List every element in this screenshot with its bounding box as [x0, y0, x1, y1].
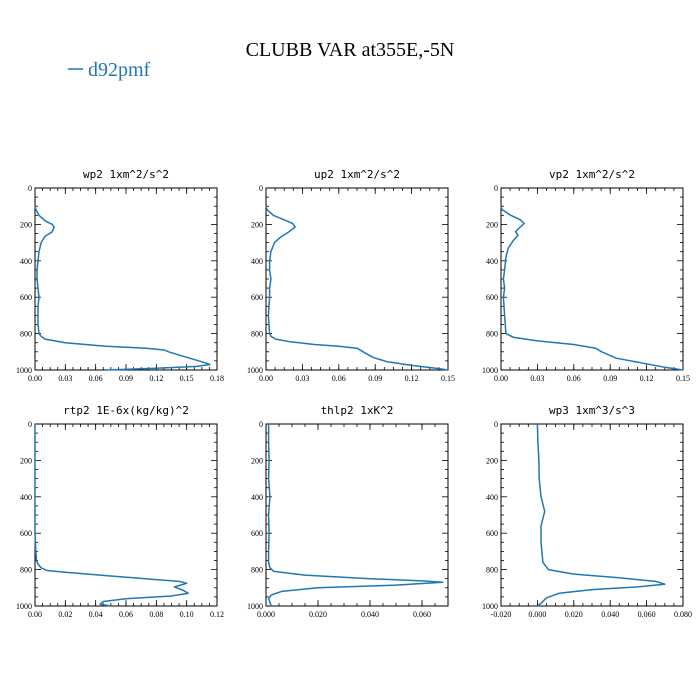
x-tick-label: 0.12	[405, 374, 419, 383]
y-tick-label: 0	[28, 420, 32, 429]
x-tick-label: 0.09	[119, 374, 133, 383]
series-line-d92pmf	[265, 205, 449, 371]
x-tick-label: 0.06	[332, 374, 346, 383]
y-tick-label: 800	[486, 330, 498, 339]
y-tick-label: 400	[20, 493, 32, 502]
y-tick-label: 1000	[16, 366, 32, 375]
plot-frame	[500, 423, 684, 607]
y-tick-label: 400	[20, 257, 32, 266]
x-tick-label: 0.060	[413, 610, 431, 619]
series-line-d92pmf	[34, 424, 189, 607]
y-tick-label: 800	[20, 330, 32, 339]
chart-panel-6: wp3 1xm^3/s^3 0 200 400 600 800 1000-0.020 0.00…	[482, 404, 692, 619]
x-tick-label: 0.09	[603, 374, 617, 383]
y-tick-label: 1000	[16, 602, 32, 611]
y-tick-label: 200	[486, 456, 498, 465]
x-tick-label: 0.02	[58, 610, 72, 619]
x-tick-label: -0.020	[491, 610, 512, 619]
y-tick-label: 0	[494, 184, 498, 193]
panel-title: wp2 1xm^2/s^2	[83, 168, 169, 181]
x-tick-label: 0.00	[28, 610, 42, 619]
panel-title: wp3 1xm^3/s^3	[549, 404, 635, 417]
x-tick-label: 0.06	[567, 374, 581, 383]
y-tick-label: 800	[251, 330, 263, 339]
y-tick-label: 200	[486, 220, 498, 229]
series-line-d92pmf	[267, 424, 444, 607]
y-tick-label: 0	[28, 184, 32, 193]
plot-frame	[500, 187, 684, 371]
y-tick-label: 200	[251, 456, 263, 465]
x-tick-label: 0.060	[638, 610, 656, 619]
x-tick-label: 0.080	[674, 610, 692, 619]
panel-title: rtp2 1E-6x(kg/kg)^2	[63, 404, 189, 417]
y-tick-label: 600	[20, 529, 32, 538]
legend: d92pmf	[68, 59, 151, 81]
x-tick-label: 0.12	[210, 610, 224, 619]
figure-title: CLUBB VAR at355E,-5N	[246, 39, 455, 61]
x-tick-label: 0.08	[149, 610, 163, 619]
y-tick-label: 400	[486, 257, 498, 266]
plot-frame	[34, 423, 218, 607]
y-tick-label: 600	[251, 529, 263, 538]
y-tick-label: 400	[486, 493, 498, 502]
x-tick-label: 0.040	[601, 610, 619, 619]
y-tick-label: 1000	[247, 366, 263, 375]
y-tick-label: 1000	[247, 602, 263, 611]
y-tick-label: 400	[251, 257, 263, 266]
x-tick-label: 0.09	[368, 374, 382, 383]
x-tick-label: 0.15	[441, 374, 455, 383]
x-tick-label: 0.06	[119, 610, 133, 619]
x-tick-label: 0.000	[257, 610, 275, 619]
y-tick-label: 0	[494, 420, 498, 429]
x-tick-label: 0.00	[28, 374, 42, 383]
y-tick-label: 1000	[482, 602, 498, 611]
y-tick-label: 0	[259, 420, 263, 429]
series-line-d92pmf	[500, 205, 684, 371]
y-tick-label: 600	[20, 293, 32, 302]
y-tick-label: 0	[259, 184, 263, 193]
x-tick-label: 0.03	[295, 374, 309, 383]
x-tick-label: 0.020	[309, 610, 327, 619]
x-tick-label: 0.12	[149, 374, 163, 383]
chart-panel-4: rtp2 1E-6x(kg/kg)^2 0 200 400 600 800 10000.00…	[16, 404, 224, 619]
y-tick-label: 800	[486, 566, 498, 575]
x-tick-label: 0.06	[89, 374, 103, 383]
y-tick-label: 600	[251, 293, 263, 302]
x-tick-label: 0.12	[640, 374, 654, 383]
x-tick-label: 0.00	[259, 374, 273, 383]
x-tick-label: 0.020	[565, 610, 583, 619]
y-tick-label: 1000	[482, 366, 498, 375]
x-tick-label: 0.04	[89, 610, 103, 619]
y-tick-label: 600	[486, 529, 498, 538]
y-tick-label: 600	[486, 293, 498, 302]
y-tick-label: 800	[20, 566, 32, 575]
x-tick-label: 0.18	[210, 374, 224, 383]
x-tick-label: 0.00	[494, 374, 508, 383]
x-tick-label: 0.000	[528, 610, 546, 619]
y-tick-label: 800	[251, 566, 263, 575]
x-tick-label: 0.15	[676, 374, 690, 383]
series-line-d92pmf	[34, 205, 211, 371]
panel-title: vp2 1xm^2/s^2	[549, 168, 635, 181]
x-tick-label: 0.10	[180, 610, 194, 619]
x-tick-label: 0.03	[58, 374, 72, 383]
y-tick-label: 400	[251, 493, 263, 502]
series-line-d92pmf	[536, 423, 666, 607]
x-tick-label: 0.15	[180, 374, 194, 383]
panel-title: up2 1xm^2/s^2	[314, 168, 400, 181]
x-tick-label: 0.03	[530, 374, 544, 383]
y-tick-label: 200	[251, 220, 263, 229]
y-tick-label: 200	[20, 220, 32, 229]
y-tick-label: 200	[20, 456, 32, 465]
x-tick-label: 0.040	[361, 610, 379, 619]
legend-label-d92pmf: d92pmf	[88, 59, 151, 81]
panel-title: thlp2 1xK^2	[321, 404, 394, 417]
